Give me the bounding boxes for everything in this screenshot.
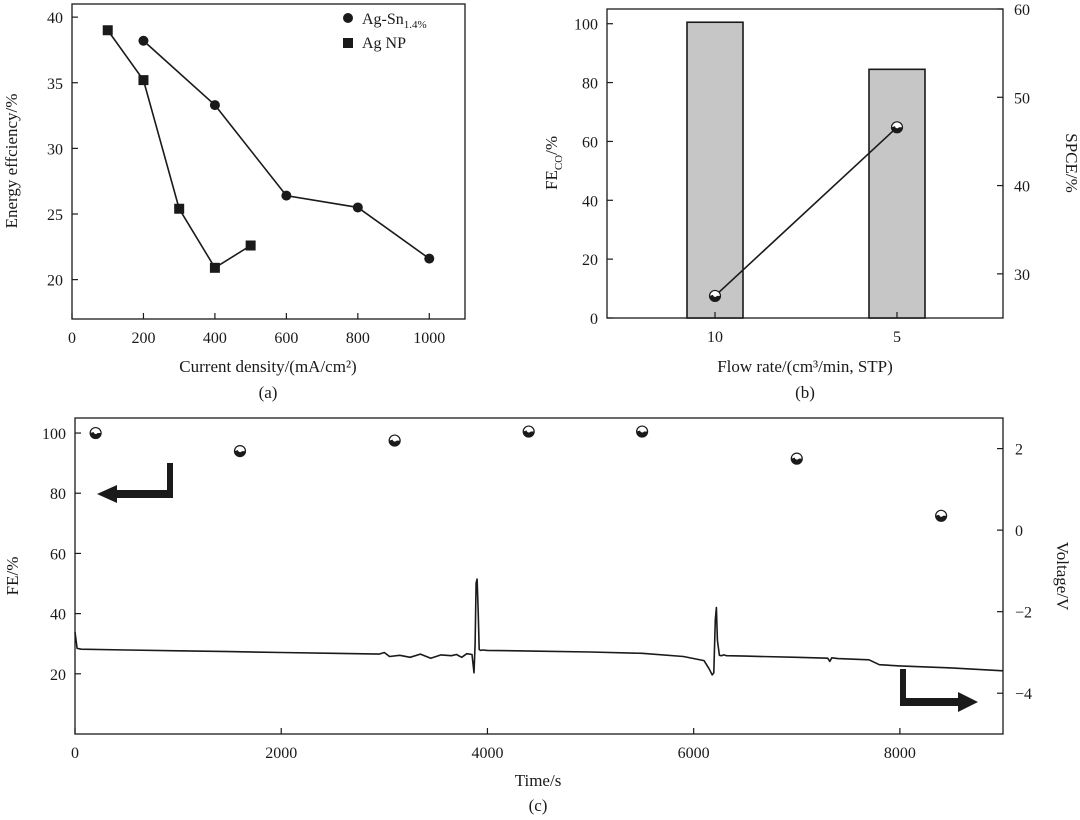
y-tick-label: 0 (590, 311, 598, 328)
fe-point-shade (90, 432, 102, 439)
x-tick-label: 5 (893, 329, 901, 346)
y2-tick-label: 40 (1014, 179, 1030, 196)
y-tick-label: 20 (50, 667, 66, 684)
voltage-trace (74, 578, 1004, 676)
panel-c-ticks: 0 2000 4000 6000 8000 20 40 60 80 100 −4 −2 0 2 (42, 426, 1032, 762)
panel-a-ylabel: Energy effciency/% (2, 94, 21, 229)
panel-a-xlabel: Current density/(mA/cm²) (179, 357, 356, 376)
y-tick-label: 25 (47, 207, 63, 224)
ag-np-point (174, 203, 185, 214)
y-tick-label: 20 (582, 252, 598, 269)
panel-a-legend: Ag-Sn1.4% Ag NP (343, 11, 427, 52)
panel-b-frame (606, 8, 1004, 319)
panel-b-spce-line (708, 121, 904, 303)
y-tick-label: 80 (582, 76, 598, 93)
ag-sn-point (424, 253, 435, 264)
y2-tick-label: 0 (1015, 523, 1023, 540)
y2-tick-label: −4 (1015, 686, 1032, 703)
y-tick-label: 100 (574, 17, 598, 34)
spce-point-shade (891, 126, 903, 133)
spce-point-shade (709, 294, 721, 302)
legend-circle-marker (343, 13, 353, 23)
legend-square-marker (343, 38, 353, 48)
ag-np-point (245, 240, 256, 251)
series-line-ag-sn (142, 40, 430, 260)
panel-c-stability: 0 2000 4000 6000 8000 20 40 60 80 100 −4 −2 0 2 Time/… (3, 417, 1072, 815)
x-tick-label: 4000 (471, 745, 503, 762)
y2-tick-label: 2 (1015, 442, 1023, 459)
y-tick-label: 40 (582, 193, 598, 210)
fe-point-shade (234, 450, 246, 457)
y-tick-label: 80 (50, 486, 66, 503)
panel-b-xlabel: Flow rate/(cm³/min, STP) (717, 357, 893, 376)
x-tick-label: 200 (131, 330, 155, 347)
ag-sn-point (138, 35, 149, 46)
ag-sn-point (352, 202, 363, 213)
y-tick-label: 20 (47, 273, 63, 290)
y-tick-label: 60 (50, 546, 66, 563)
y2-tick-label: 60 (1014, 2, 1030, 19)
fe-point-shade (935, 514, 947, 522)
legend-ag-sn-label: Ag-Sn1.4% (362, 11, 427, 31)
series-line-ag-np (107, 29, 252, 269)
panel-c-data (74, 425, 1004, 676)
fe-bar (686, 21, 744, 319)
x-tick-label: 8000 (884, 745, 916, 762)
y-tick-label: 40 (50, 607, 66, 624)
panel-c-caption: (c) (529, 796, 548, 815)
x-tick-label: 1000 (413, 330, 445, 347)
fe-point-shade (389, 439, 401, 447)
panel-c-frame (74, 417, 1004, 735)
panel-c-xlabel: Time/s (515, 771, 562, 790)
ag-sn-point (281, 190, 292, 201)
ag-sn-point (209, 100, 220, 111)
right-axis-arrow-icon (900, 669, 978, 712)
fe-point-shade (636, 430, 648, 438)
panel-a-ticks: 0 200 400 600 800 1000 20 25 30 35 40 (47, 10, 445, 347)
spce-line (714, 126, 898, 297)
panel-b-bars (686, 21, 926, 319)
x-tick-label: 2000 (265, 745, 297, 762)
x-tick-label: 600 (274, 330, 298, 347)
x-tick-label: 400 (203, 330, 227, 347)
y2-tick-label: −2 (1015, 605, 1032, 622)
panel-a-data (102, 25, 435, 273)
legend-ag-np-label: Ag NP (362, 35, 406, 52)
panel-b-caption: (b) (795, 383, 815, 402)
y-tick-label: 60 (582, 134, 598, 151)
panel-c-y2label: Voltage/V (1053, 542, 1072, 611)
panel-a-frame (71, 3, 466, 320)
y-tick-label: 100 (42, 426, 66, 443)
panel-b-ylabel: FECO/% (542, 136, 565, 190)
y-tick-label: 40 (47, 10, 63, 27)
fe-point-shade (523, 430, 535, 438)
x-tick-label: 800 (346, 330, 370, 347)
x-tick-label: 6000 (678, 745, 710, 762)
left-axis-arrow-icon (97, 463, 173, 503)
x-tick-label: 10 (707, 329, 723, 346)
panel-a-caption: (a) (259, 383, 278, 402)
x-tick-label: 0 (71, 745, 79, 762)
fe-point-shade (791, 457, 803, 465)
x-tick-label: 0 (68, 330, 76, 347)
ag-np-point (102, 25, 113, 36)
ag-np-point (209, 262, 220, 273)
fe-bar (868, 68, 926, 319)
y2-tick-label: 30 (1014, 267, 1030, 284)
panel-b-y2label: SPCE/% (1062, 133, 1080, 193)
y2-tick-label: 50 (1014, 90, 1030, 107)
y-tick-label: 35 (47, 76, 63, 93)
y-tick-label: 30 (47, 141, 63, 158)
panel-c-ylabel: FE/% (3, 557, 22, 596)
ag-np-point (138, 75, 149, 86)
panel-a-energy-efficiency: 0 200 400 600 800 1000 20 25 30 35 40 Ag-Sn1.4% Ag… (2, 3, 466, 402)
